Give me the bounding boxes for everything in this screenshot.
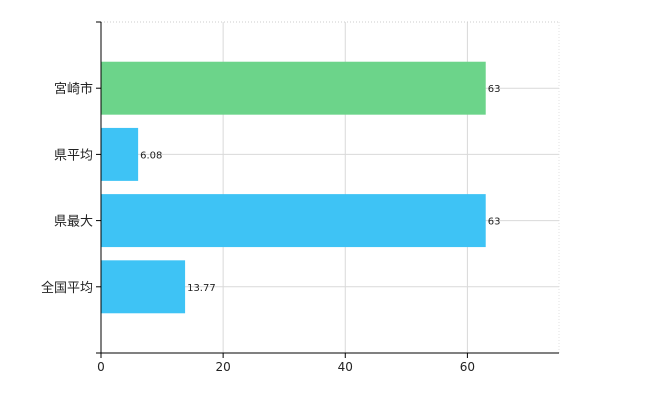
data-label: 63: [488, 84, 501, 95]
data-label: 6.08: [140, 150, 162, 161]
bar: [101, 260, 186, 314]
bar: [101, 194, 486, 248]
x-tick-label: 40: [338, 360, 353, 374]
axes: [96, 21, 559, 358]
x-tick-label: 20: [215, 360, 230, 374]
bar: [101, 127, 139, 181]
category-label: 県最大: [54, 215, 93, 230]
category-label: 宮崎市: [54, 81, 93, 97]
bar: [101, 61, 486, 115]
category-label: 県平均: [54, 148, 93, 163]
data-label: 63: [488, 217, 501, 228]
data-label: 13.77: [187, 283, 216, 294]
x-tick-label: 60: [460, 360, 475, 374]
bars: [101, 61, 486, 314]
category-label: 全国平均: [41, 280, 93, 296]
x-tick-label: 0: [97, 360, 105, 374]
